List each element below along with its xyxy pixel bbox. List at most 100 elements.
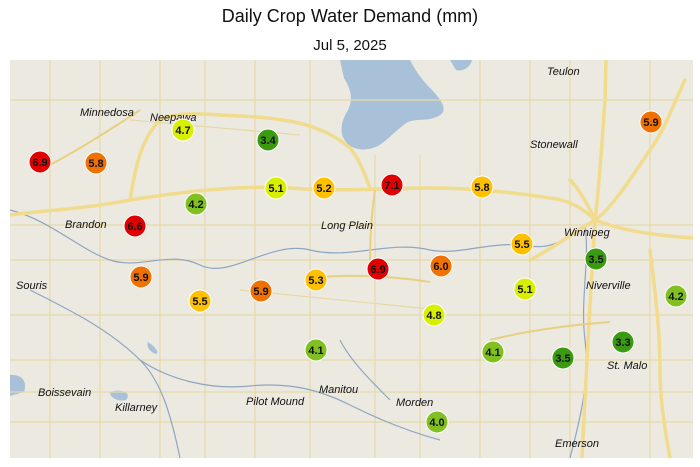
station-dot [312,176,336,200]
station-value: 3.5 [555,353,570,365]
lake-manitoba [340,60,444,150]
station-dot [304,268,328,292]
station-dot [184,192,208,216]
station-dot [664,284,688,308]
place-label: Boissevain [38,387,91,399]
station-dot [304,338,328,362]
station-marker[interactable]: 4.2 [664,284,688,308]
station-dot [171,118,195,142]
station-dot [28,150,52,174]
station-dot [510,232,534,256]
station-value: 7.1 [384,180,399,192]
station-dot [84,151,108,175]
place-label: Brandon [65,219,107,231]
place-label: Minnedosa [80,107,134,119]
station-value: 5.1 [517,284,532,296]
place-label: Manitou [319,384,358,396]
station-dot [584,247,608,271]
station-value: 6.6 [127,221,142,233]
station-dot [611,330,635,354]
station-value: 5.5 [192,296,207,308]
station-dot [639,110,663,134]
station-marker[interactable]: 5.5 [510,232,534,256]
place-label: Stonewall [530,139,578,151]
station-marker[interactable]: 5.5 [188,289,212,313]
station-value: 3.4 [260,135,276,147]
station-marker[interactable]: 4.2 [184,192,208,216]
station-value: 5.2 [316,183,331,195]
station-dot [249,279,273,303]
station-marker[interactable]: 5.8 [84,151,108,175]
station-marker[interactable]: 5.9 [249,279,273,303]
station-dot [513,277,537,301]
station-value: 4.2 [668,291,683,303]
station-value: 5.9 [253,286,268,298]
map-title: Daily Crop Water Demand (mm) [221,6,479,26]
station-marker[interactable]: 5.9 [129,265,153,289]
station-value: 4.1 [485,347,500,359]
station-value: 5.1 [268,183,283,195]
station-marker[interactable]: 5.1 [264,176,288,200]
place-label: Winnipeg [564,227,611,239]
station-marker[interactable]: 6.9 [366,257,390,281]
station-marker[interactable]: 5.3 [304,268,328,292]
station-dot [366,257,390,281]
station-marker[interactable]: 6.0 [429,254,453,278]
station-value: 5.9 [643,117,658,129]
station-markers: 6.9 5.8 4.7 3.4 5.9 4.2 [28,110,688,434]
station-marker[interactable]: 3.4 [256,128,280,152]
place-label: St. Malo [607,360,647,372]
station-marker[interactable]: 6.6 [123,214,147,238]
station-value: 3.3 [615,337,630,349]
station-marker[interactable]: 3.3 [611,330,635,354]
place-label: Killarney [115,402,159,414]
place-label: Souris [16,280,48,292]
place-label: Emerson [555,438,599,450]
station-marker[interactable]: 4.7 [171,118,195,142]
station-value: 5.8 [474,182,489,194]
station-value: 4.1 [308,345,323,357]
station-value: 6.9 [32,157,47,169]
station-marker[interactable]: 3.5 [584,247,608,271]
station-value: 5.3 [308,275,323,287]
station-value: 3.5 [588,254,603,266]
station-marker[interactable]: 6.9 [28,150,52,174]
basemap: Teulon Minnedosa Neepawa Stonewall Winni… [10,60,693,458]
lake-pelican [147,342,158,354]
station-value: 6.9 [370,264,385,276]
station-value: 6.0 [433,261,448,273]
station-marker[interactable]: 5.9 [639,110,663,134]
station-marker[interactable]: 4.1 [481,340,505,364]
station-dot [264,176,288,200]
place-label: Long Plain [321,220,373,232]
station-dot [470,175,494,199]
station-value: 5.5 [514,239,529,251]
station-value: 5.9 [133,272,148,284]
station-dot [425,410,449,434]
station-dot [481,340,505,364]
map-date: Jul 5, 2025 [313,37,387,54]
station-marker[interactable]: 7.1 [380,173,404,197]
station-marker[interactable]: 3.5 [551,346,575,370]
lake-south [10,374,26,396]
place-labels: Teulon Minnedosa Neepawa Stonewall Winni… [16,66,647,450]
station-marker[interactable]: 5.1 [513,277,537,301]
station-marker[interactable]: 4.8 [422,303,446,327]
lake-manitoba-north [450,60,472,71]
station-marker[interactable]: 5.2 [312,176,336,200]
place-label: Teulon [547,66,580,78]
station-marker[interactable]: 4.1 [304,338,328,362]
map-panel[interactable]: Teulon Minnedosa Neepawa Stonewall Winni… [10,60,693,458]
station-dot [429,254,453,278]
station-dot [422,303,446,327]
station-dot [256,128,280,152]
station-dot [129,265,153,289]
station-dot [123,214,147,238]
station-value: 4.8 [426,310,441,322]
station-marker[interactable]: 5.8 [470,175,494,199]
station-dot [380,173,404,197]
station-marker[interactable]: 4.0 [425,410,449,434]
station-dot [551,346,575,370]
station-value: 4.2 [188,199,203,211]
place-label: Niverville [586,280,631,292]
